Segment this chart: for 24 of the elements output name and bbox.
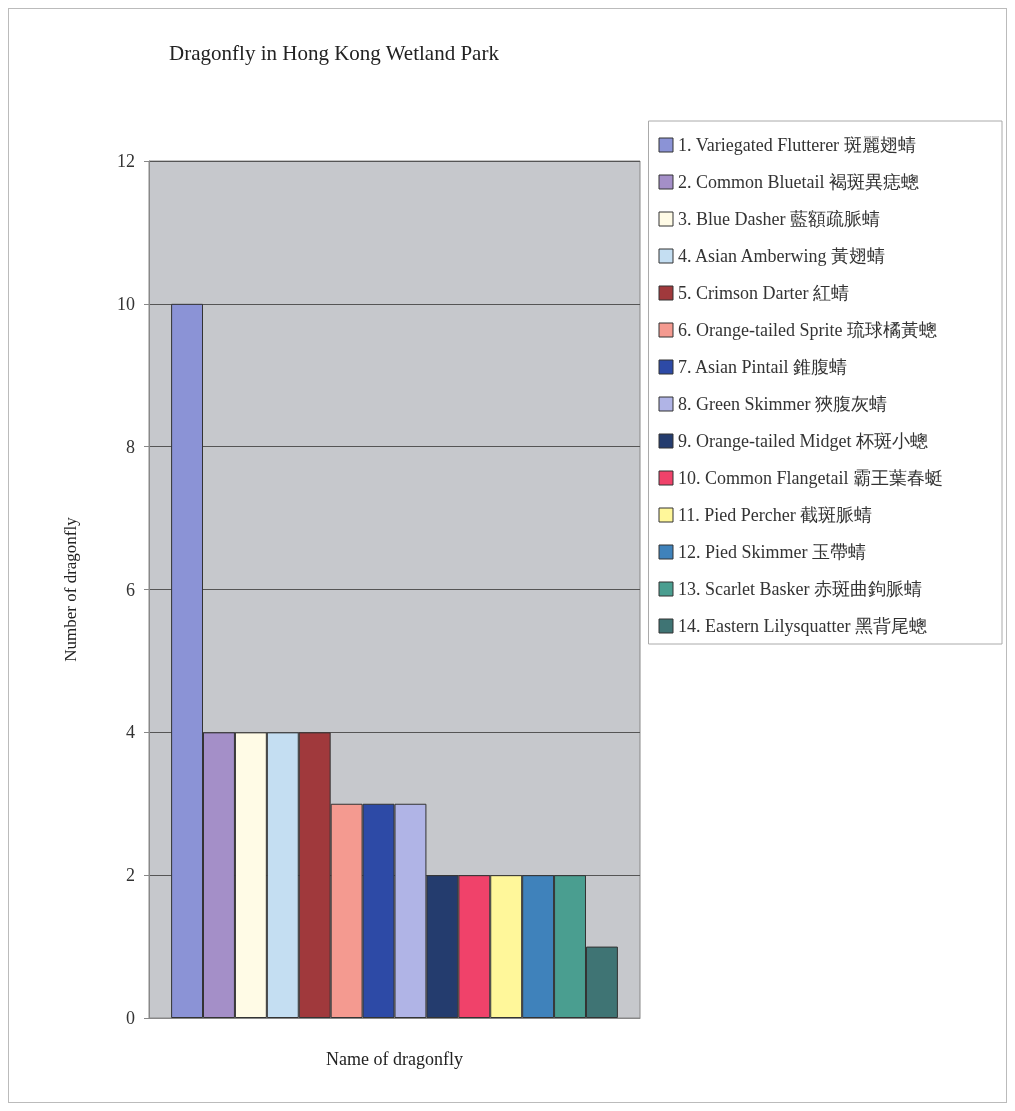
- chart-title: Dragonfly in Hong Kong Wetland Park: [169, 40, 500, 65]
- legend-label: 8. Green Skimmer 狹腹灰蜻: [678, 394, 887, 414]
- y-tick-label: 0: [126, 1008, 135, 1028]
- legend-label: 2. Common Bluetail 褐斑異痣蟌: [678, 172, 919, 192]
- legend-label: 3. Blue Dasher 藍額疏脈蜻: [678, 209, 880, 229]
- y-tick-label: 12: [117, 151, 135, 171]
- legend-label: 12. Pied Skimmer 玉帶蜻: [678, 542, 866, 562]
- y-tick-label: 2: [126, 865, 135, 886]
- legend-label: 6. Orange-tailed Sprite 琉球橘黃蟌: [678, 320, 937, 340]
- legend-label: 5. Crimson Darter 紅蜻: [678, 283, 849, 303]
- y-tick-label: 10: [117, 293, 135, 314]
- legend-label: 11. Pied Percher 截斑脈蜻: [678, 505, 873, 525]
- y-tick-label: 8: [126, 436, 135, 457]
- x-axis-title: Name of dragonfly: [326, 1049, 463, 1069]
- legend-label: 10. Common Flangetail 霸王葉春蜓: [678, 468, 943, 488]
- y-axis-title: Number of dragonfly: [61, 516, 80, 662]
- legend-label: 1. Variegated Flutterer 斑麗翅蜻: [678, 135, 916, 155]
- legend-label: 9. Orange-tailed Midget 杯斑小蟌: [678, 431, 928, 451]
- legend-label: 4. Asian Amberwing 黃翅蜻: [678, 246, 885, 266]
- legend-label: 13. Scarlet Basker 赤斑曲鉤脈蜻: [678, 579, 922, 599]
- y-tick-label: 6: [126, 579, 135, 600]
- legend-label: 14. Eastern Lilysquatter 黑背尾蟌: [678, 616, 927, 636]
- y-tick-label: 4: [126, 722, 135, 743]
- legend-label: 7. Asian Pintail 錐腹蜻: [678, 357, 848, 377]
